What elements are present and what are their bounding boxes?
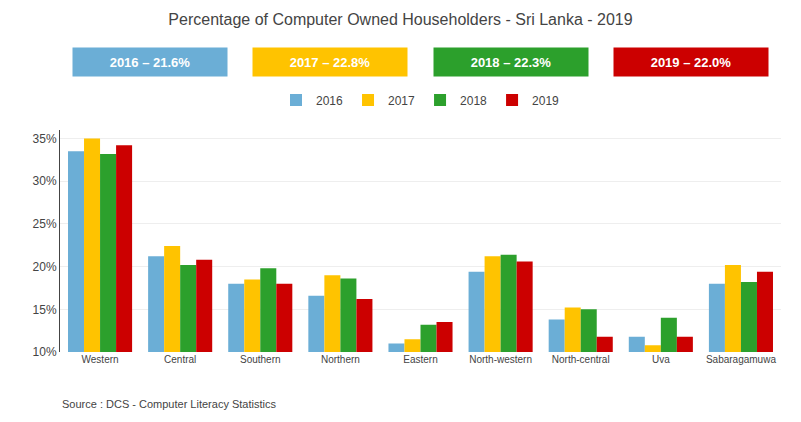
svg-text:2016: 2016: [316, 94, 343, 108]
svg-text:2017: 2017: [388, 94, 415, 108]
svg-text:Southern: Southern: [240, 354, 281, 365]
svg-text:Sabaragamuwa: Sabaragamuwa: [706, 354, 776, 365]
svg-text:2019: 2019: [532, 94, 559, 108]
svg-text:2016 – 21.6%: 2016 – 21.6%: [110, 55, 191, 70]
svg-text:15%: 15%: [33, 303, 57, 317]
svg-text:Northern: Northern: [321, 354, 360, 365]
svg-text:35%: 35%: [33, 132, 57, 146]
svg-text:Western: Western: [82, 354, 119, 365]
svg-text:2019 – 22.0%: 2019 – 22.0%: [651, 55, 732, 70]
svg-text:2017 – 22.8%: 2017 – 22.8%: [290, 55, 371, 70]
svg-text:Percentage of Computer Owned H: Percentage of Computer Owned Householder…: [168, 11, 632, 28]
svg-text:25%: 25%: [33, 217, 57, 231]
svg-text:Source : DCS - Computer Litera: Source : DCS - Computer Literacy Statist…: [62, 398, 276, 410]
svg-text:30%: 30%: [33, 174, 57, 188]
svg-text:North-central: North-central: [552, 354, 610, 365]
svg-text:20%: 20%: [33, 260, 57, 274]
svg-text:Uva: Uva: [652, 354, 670, 365]
svg-text:Central: Central: [164, 354, 196, 365]
svg-text:North-western: North-western: [469, 354, 532, 365]
svg-text:Eastern: Eastern: [403, 354, 437, 365]
svg-text:2018: 2018: [460, 94, 487, 108]
svg-text:10%: 10%: [33, 345, 57, 359]
svg-text:2018 – 22.3%: 2018 – 22.3%: [471, 55, 552, 70]
